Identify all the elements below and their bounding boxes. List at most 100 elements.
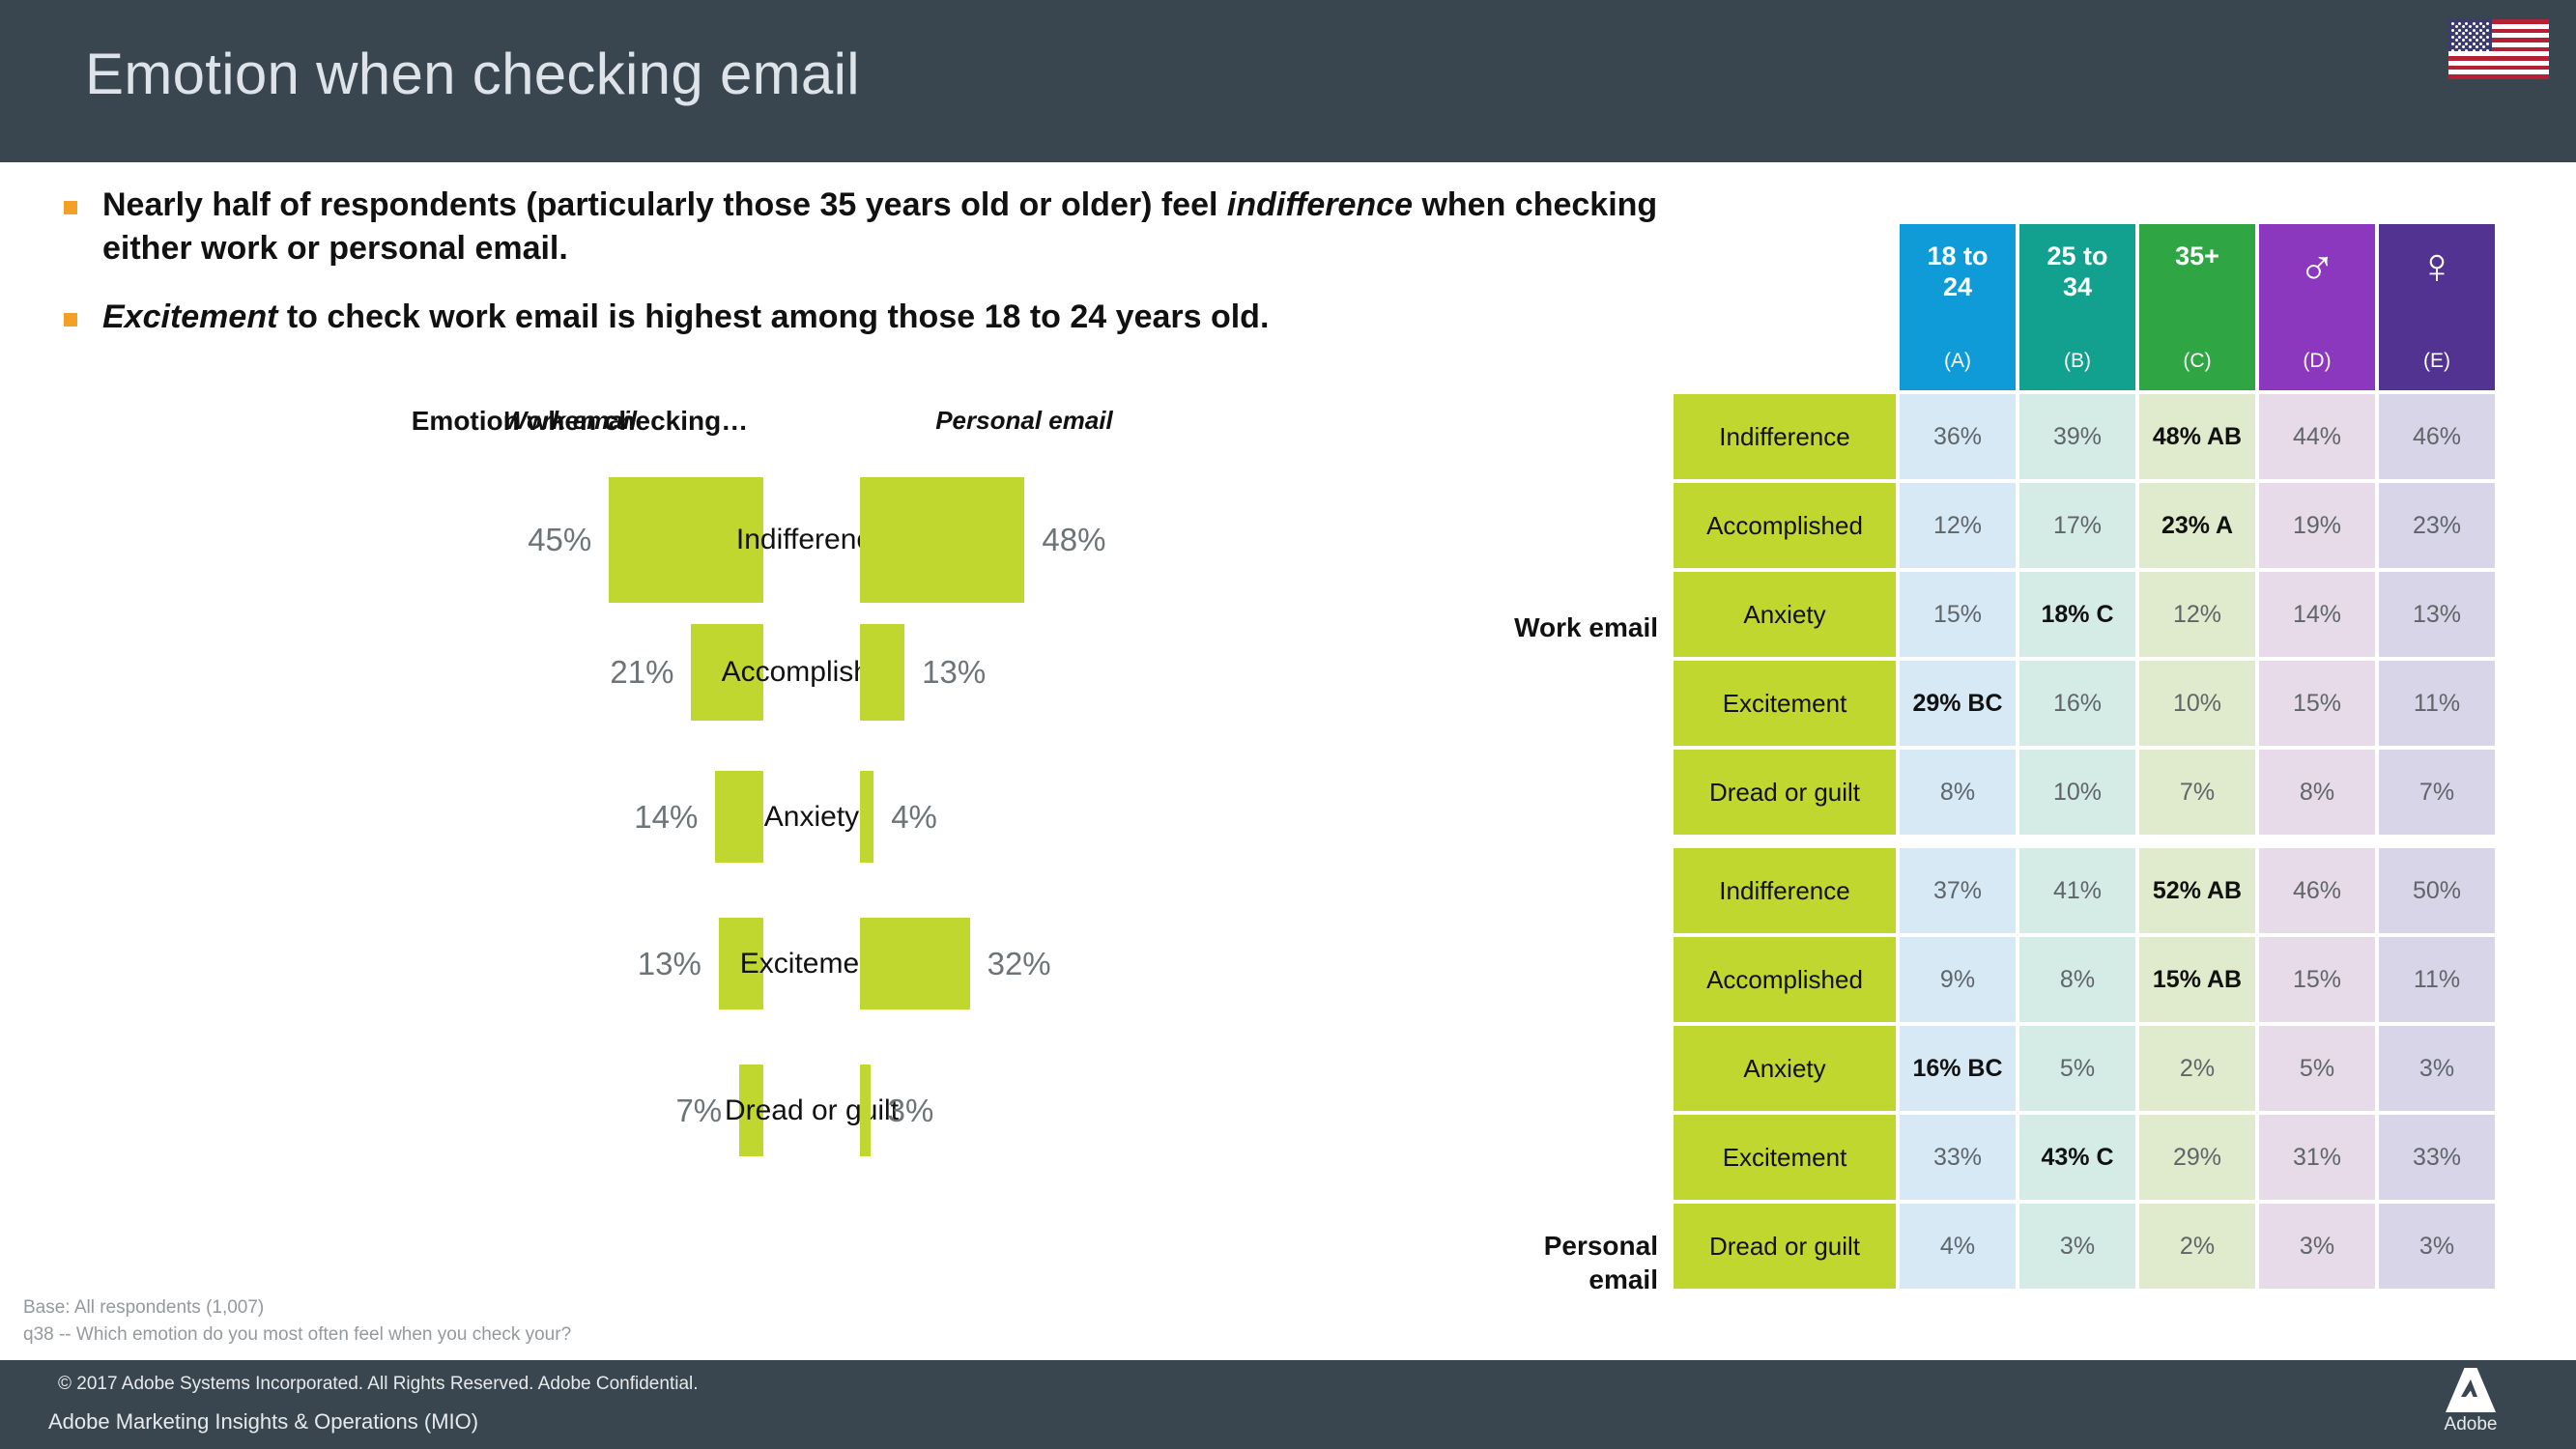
table-row-label: Indifference bbox=[1674, 848, 1896, 933]
table-cell: 36% bbox=[1900, 394, 2016, 479]
table-cell: 10% bbox=[2139, 661, 2255, 746]
table-cell: 12% bbox=[2139, 572, 2255, 657]
bullet-list: Nearly half of respondents (particularly… bbox=[64, 184, 1697, 364]
bullet-square-icon bbox=[64, 201, 77, 214]
table-cell: 15% bbox=[1900, 572, 2016, 657]
flag-star bbox=[2476, 45, 2479, 49]
chart-row: 13% Excitement 32% bbox=[145, 918, 1362, 1009]
chart-bar-personal bbox=[860, 477, 1025, 603]
flag-star bbox=[2478, 42, 2482, 45]
table-cell: 37% bbox=[1900, 848, 2016, 933]
table-row: Indifference 36% 39% 48% AB 44% 46% bbox=[1674, 394, 2499, 479]
chart-bar-value-work: 14% bbox=[634, 798, 699, 835]
chart-bar-value-personal: 3% bbox=[887, 1092, 934, 1128]
table-row: Anxiety 16% BC 5% 2% 5% 3% bbox=[1674, 1026, 2499, 1111]
flag-star bbox=[2451, 35, 2454, 39]
chart-bar-value-personal: 48% bbox=[1042, 522, 1106, 557]
flag-star bbox=[2458, 42, 2462, 45]
flag-star bbox=[2476, 25, 2479, 29]
page-title: Emotion when checking email bbox=[85, 42, 860, 106]
table-cell: 31% bbox=[2259, 1115, 2375, 1200]
chart-bar-work bbox=[718, 918, 763, 1009]
table-col-header-d[interactable]: ♂ (D) bbox=[2259, 224, 2375, 390]
base-note: Base: All respondents (1,007) q38 -- Whi… bbox=[23, 1294, 571, 1348]
female-symbol-icon: ♀ bbox=[2418, 239, 2456, 295]
male-symbol-icon: ♂ bbox=[2298, 239, 2336, 295]
table-cell: 29% BC bbox=[1900, 661, 2016, 746]
table-row-label: Anxiety bbox=[1674, 1026, 1896, 1111]
table-col-header-b[interactable]: 25 to 34 (B) bbox=[2019, 224, 2135, 390]
chart-bar-group-personal: 32% bbox=[860, 918, 1362, 1009]
table-row: Excitement 29% BC 16% 10% 15% 11% bbox=[1674, 661, 2499, 746]
table-row-label: Excitement bbox=[1674, 1115, 1896, 1200]
flag-star bbox=[2451, 42, 2454, 45]
table-col-header-letter: (D) bbox=[2303, 350, 2332, 372]
table-row: Accomplished 9% 8% 15% AB 15% 11% bbox=[1674, 937, 2499, 1022]
chart-bar-group-personal: 48% bbox=[860, 477, 1362, 603]
chart-bar-group-personal: 13% bbox=[860, 624, 1362, 721]
bullet-text: Nearly half of respondents (particularly… bbox=[102, 186, 1658, 267]
flag-star bbox=[2469, 32, 2472, 36]
chart-bar-work bbox=[715, 771, 763, 863]
table-row-label: Dread or guilt bbox=[1674, 1204, 1896, 1289]
us-flag-icon bbox=[2448, 19, 2549, 79]
flag-star bbox=[2472, 21, 2476, 25]
table-cell: 15% bbox=[2259, 937, 2375, 1022]
base-note-line2: q38 -- Which emotion do you most often f… bbox=[23, 1323, 572, 1345]
chart-bar-group-work: 45% bbox=[145, 477, 763, 603]
table-row: Dread or guilt 4% 3% 2% 3% 3% bbox=[1674, 1204, 2499, 1289]
table-cell: 12% bbox=[1900, 483, 2016, 568]
chart-bar-personal bbox=[860, 771, 874, 863]
table-cell: 33% bbox=[2379, 1115, 2495, 1200]
table-cell: 7% bbox=[2139, 750, 2255, 835]
flag-star bbox=[2482, 39, 2486, 43]
table-cell: 5% bbox=[2259, 1026, 2375, 1111]
flag-star bbox=[2478, 35, 2482, 39]
table-cell: 7% bbox=[2379, 750, 2495, 835]
table-row-label: Anxiety bbox=[1674, 572, 1896, 657]
table-col-header-c[interactable]: 35+ (C) bbox=[2139, 224, 2255, 390]
table-row: Excitement 33% 43% C 29% 31% 33% bbox=[1674, 1115, 2499, 1200]
table-cell: 3% bbox=[2379, 1026, 2495, 1111]
group-label-personal-email: Personal email bbox=[1465, 1229, 1658, 1296]
flag-stripe bbox=[2448, 42, 2549, 47]
flag-star bbox=[2454, 25, 2458, 29]
chart-series-label-work: Work email bbox=[502, 406, 638, 435]
table-col-header-a[interactable]: 18 to 24 (A) bbox=[1900, 224, 2016, 390]
table-cell: 16% bbox=[2019, 661, 2135, 746]
table-cell: 19% bbox=[2259, 483, 2375, 568]
table-cell: 46% bbox=[2259, 848, 2375, 933]
slide-footer: © 2017 Adobe Systems Incorporated. All R… bbox=[0, 1360, 2576, 1449]
chart-bar-value-work: 7% bbox=[675, 1092, 723, 1128]
flag-star bbox=[2469, 45, 2472, 49]
table-cell: 10% bbox=[2019, 750, 2135, 835]
chart-row: 45% Indifference 48% bbox=[145, 477, 1362, 603]
table-col-header-label: 18 to bbox=[1927, 242, 1989, 270]
flag-star bbox=[2465, 42, 2469, 45]
table-cell: 8% bbox=[2259, 750, 2375, 835]
chart-bar-work bbox=[691, 624, 763, 721]
chart-series-label-personal: Personal email bbox=[935, 406, 1113, 435]
bullet-square-icon bbox=[64, 312, 77, 327]
table-row-label: Dread or guilt bbox=[1674, 750, 1896, 835]
flag-star bbox=[2472, 48, 2476, 52]
table-cell: 9% bbox=[1900, 937, 2016, 1022]
table-cell: 50% bbox=[2379, 848, 2495, 933]
chart-bar-group-work: 21% bbox=[145, 624, 763, 721]
flag-star bbox=[2476, 32, 2479, 36]
chart-bar-group-work: 14% bbox=[145, 771, 763, 863]
chart-category-label: Excitement bbox=[739, 947, 884, 980]
table-cell: 15% AB bbox=[2139, 937, 2255, 1022]
group-label-line: email bbox=[1589, 1264, 1658, 1294]
bar-chart: Emotion when checking… Work email Person… bbox=[145, 406, 1362, 1208]
table-cell: 14% bbox=[2259, 572, 2375, 657]
chart-bar-personal bbox=[860, 1065, 871, 1156]
flag-star bbox=[2482, 25, 2486, 29]
chart-bar-group-work: 7% bbox=[145, 1065, 763, 1156]
chart-bar-value-personal: 13% bbox=[922, 654, 987, 690]
flag-star bbox=[2461, 32, 2465, 36]
table-col-header-e[interactable]: ♀ (E) bbox=[2379, 224, 2495, 390]
bullet-item-2: Excitement to check work email is highes… bbox=[64, 296, 1697, 339]
chart-bar-group-personal: 3% bbox=[860, 1065, 1362, 1156]
